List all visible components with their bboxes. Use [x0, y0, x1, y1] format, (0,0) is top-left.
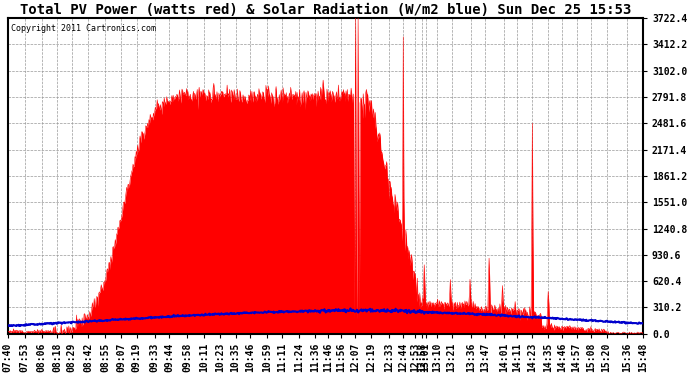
Title: Total PV Power (watts red) & Solar Radiation (W/m2 blue) Sun Dec 25 15:53: Total PV Power (watts red) & Solar Radia… [20, 3, 631, 17]
Text: Copyright 2011 Cartronics.com: Copyright 2011 Cartronics.com [11, 24, 156, 33]
